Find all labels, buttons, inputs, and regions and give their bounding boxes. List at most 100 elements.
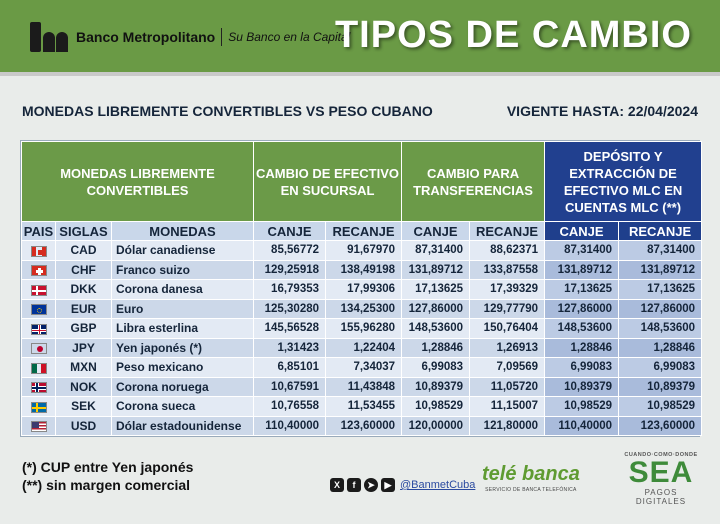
- col-transfer-canje: CANJE: [401, 221, 471, 241]
- bank-logo: Banco Metropolitano Su Banco en la Capit…: [30, 22, 350, 52]
- cad-flag-icon: [30, 245, 47, 257]
- col-cash-recanje: RECANJE: [325, 221, 403, 241]
- social-handle[interactable]: @BanmetCuba: [400, 479, 476, 491]
- table-row: JPY Yen japonés (*) 1,31423 1,22404 1,28846 1…: [21, 337, 703, 358]
- table-subtitle: MONEDAS LIBREMENTE CONVERTIBLES VS PESO …: [22, 103, 433, 119]
- transfer-recanje-value: 17,39329: [469, 279, 546, 300]
- transfer-canje-value: 131,89712: [401, 259, 471, 280]
- mlc-recanje-value: 10,98529: [618, 396, 703, 417]
- eur-flag-icon: [30, 304, 47, 316]
- cash-recanje-value: 91,67970: [325, 240, 403, 261]
- currency-name: Corona noruega: [110, 376, 255, 397]
- country-flag-cell: [21, 337, 56, 358]
- mlc-canje-value: 87,31400: [544, 240, 620, 261]
- currency-name: Euro: [110, 298, 255, 319]
- chf-flag-icon: [30, 265, 47, 277]
- telegram-icon[interactable]: ➤: [364, 478, 378, 492]
- transfer-recanje-value: 7,09569: [469, 357, 546, 378]
- sea-brand: SEA: [628, 456, 694, 489]
- telebanca-name: telé banca: [482, 463, 580, 485]
- bank-slogan: Su Banco en la Capital: [228, 30, 351, 44]
- page-title: TIPOS DE CAMBIO: [334, 14, 692, 56]
- mlc-canje-value: 1,28846: [544, 337, 620, 358]
- cash-recanje-value: 11,53455: [325, 396, 403, 417]
- cash-canje-value: 85,56772: [253, 240, 327, 261]
- col-cash-canje: CANJE: [253, 221, 327, 241]
- sek-flag-icon: [30, 401, 47, 413]
- mlc-recanje-value: 127,86000: [618, 298, 703, 319]
- currency-name: Franco suizo: [110, 259, 255, 280]
- transfer-recanje-value: 150,76404: [469, 318, 546, 339]
- social-links: X f ➤ ▶ @BanmetCuba: [330, 478, 475, 492]
- bank-logo-icon: [30, 22, 68, 52]
- x-icon[interactable]: X: [330, 478, 344, 492]
- mlc-canje-value: 10,89379: [544, 376, 620, 397]
- dkk-flag-icon: [30, 284, 47, 296]
- telebanca-logo: telé banca SERVICIO DE BANCA TELEFÓNICA: [482, 463, 580, 493]
- currency-name: Corona sueca: [110, 396, 255, 417]
- table-row: NOK Corona noruega 10,67591 11,43848 10,8937…: [21, 376, 703, 397]
- table-row: MXN Peso mexicano 6,85101 7,34037 6,99083 7,0…: [21, 357, 703, 378]
- cash-recanje-value: 11,43848: [325, 376, 403, 397]
- mlc-canje-value: 6,99083: [544, 357, 620, 378]
- transfer-canje-value: 6,99083: [401, 357, 471, 378]
- transfer-recanje-value: 121,80000: [469, 415, 546, 436]
- table-row: CHF Franco suizo 129,25918 138,49198 131,897…: [21, 259, 703, 280]
- country-flag-cell: [21, 298, 56, 319]
- mlc-canje-value: 110,40000: [544, 415, 620, 436]
- transfer-canje-value: 120,00000: [401, 415, 471, 436]
- mlc-recanje-value: 6,99083: [618, 357, 703, 378]
- facebook-icon[interactable]: f: [347, 478, 361, 492]
- currency-code: EUR: [55, 298, 112, 319]
- country-flag-cell: [21, 396, 56, 417]
- country-flag-cell: [21, 376, 56, 397]
- transfer-canje-value: 87,31400: [401, 240, 471, 261]
- col-siglas: SIGLAS: [55, 221, 112, 241]
- currency-name: Dólar canadiense: [110, 240, 255, 261]
- transfer-recanje-value: 1,26913: [469, 337, 546, 358]
- transfer-canje-value: 1,28846: [401, 337, 471, 358]
- mlc-recanje-value: 131,89712: [618, 259, 703, 280]
- table-row: GBP Libra esterlina 145,56528 155,96280 148,…: [21, 318, 703, 339]
- currency-code: USD: [55, 415, 112, 436]
- transfer-canje-value: 10,89379: [401, 376, 471, 397]
- country-flag-cell: [21, 279, 56, 300]
- cash-canje-value: 129,25918: [253, 259, 327, 280]
- mlc-recanje-value: 123,60000: [618, 415, 703, 436]
- footnote-yen: (*) CUP entre Yen japonés: [22, 459, 194, 475]
- col-mlc-canje: CANJE: [544, 221, 620, 241]
- sea-top-text: CUANDO·COMO·DONDE: [624, 452, 698, 458]
- cash-canje-value: 10,67591: [253, 376, 327, 397]
- mlc-recanje-value: 17,13625: [618, 279, 703, 300]
- youtube-icon[interactable]: ▶: [381, 478, 395, 492]
- table-row: DKK Corona danesa 16,79353 17,99306 17,13625…: [21, 279, 703, 300]
- mlc-canje-value: 17,13625: [544, 279, 620, 300]
- cash-recanje-value: 7,34037: [325, 357, 403, 378]
- currency-code: CHF: [55, 259, 112, 280]
- currency-code: MXN: [55, 357, 112, 378]
- cash-recanje-value: 123,60000: [325, 415, 403, 436]
- country-flag-cell: [21, 259, 56, 280]
- transfer-recanje-value: 11,15007: [469, 396, 546, 417]
- mlc-recanje-value: 1,28846: [618, 337, 703, 358]
- mlc-canje-value: 127,86000: [544, 298, 620, 319]
- transfer-recanje-value: 129,77790: [469, 298, 546, 319]
- usd-flag-icon: [30, 421, 47, 433]
- country-flag-cell: [21, 357, 56, 378]
- currency-code: JPY: [55, 337, 112, 358]
- col-transfer-recanje: RECANJE: [469, 221, 546, 241]
- exchange-rate-table: MONEDAS LIBREMENTE CONVERTIBLES CAMBIO D…: [20, 140, 703, 437]
- mlc-recanje-value: 148,53600: [618, 318, 703, 339]
- header-transfer-exchange: CAMBIO PARA TRANSFERENCIAS: [401, 141, 546, 222]
- mlc-canje-value: 131,89712: [544, 259, 620, 280]
- cash-recanje-value: 134,25300: [325, 298, 403, 319]
- currency-code: DKK: [55, 279, 112, 300]
- logo-divider: [221, 28, 223, 46]
- col-pais: PAIS: [21, 221, 56, 241]
- currency-name: Yen japonés (*): [110, 337, 255, 358]
- currency-code: CAD: [55, 240, 112, 261]
- sea-logo: CUANDO·COMO·DONDE SEA PAGOS DIGITALES: [618, 452, 704, 506]
- header-currencies: MONEDAS LIBREMENTE CONVERTIBLES: [20, 141, 255, 222]
- currency-code: GBP: [55, 318, 112, 339]
- valid-until-date: VIGENTE HASTA: 22/04/2024: [506, 103, 698, 119]
